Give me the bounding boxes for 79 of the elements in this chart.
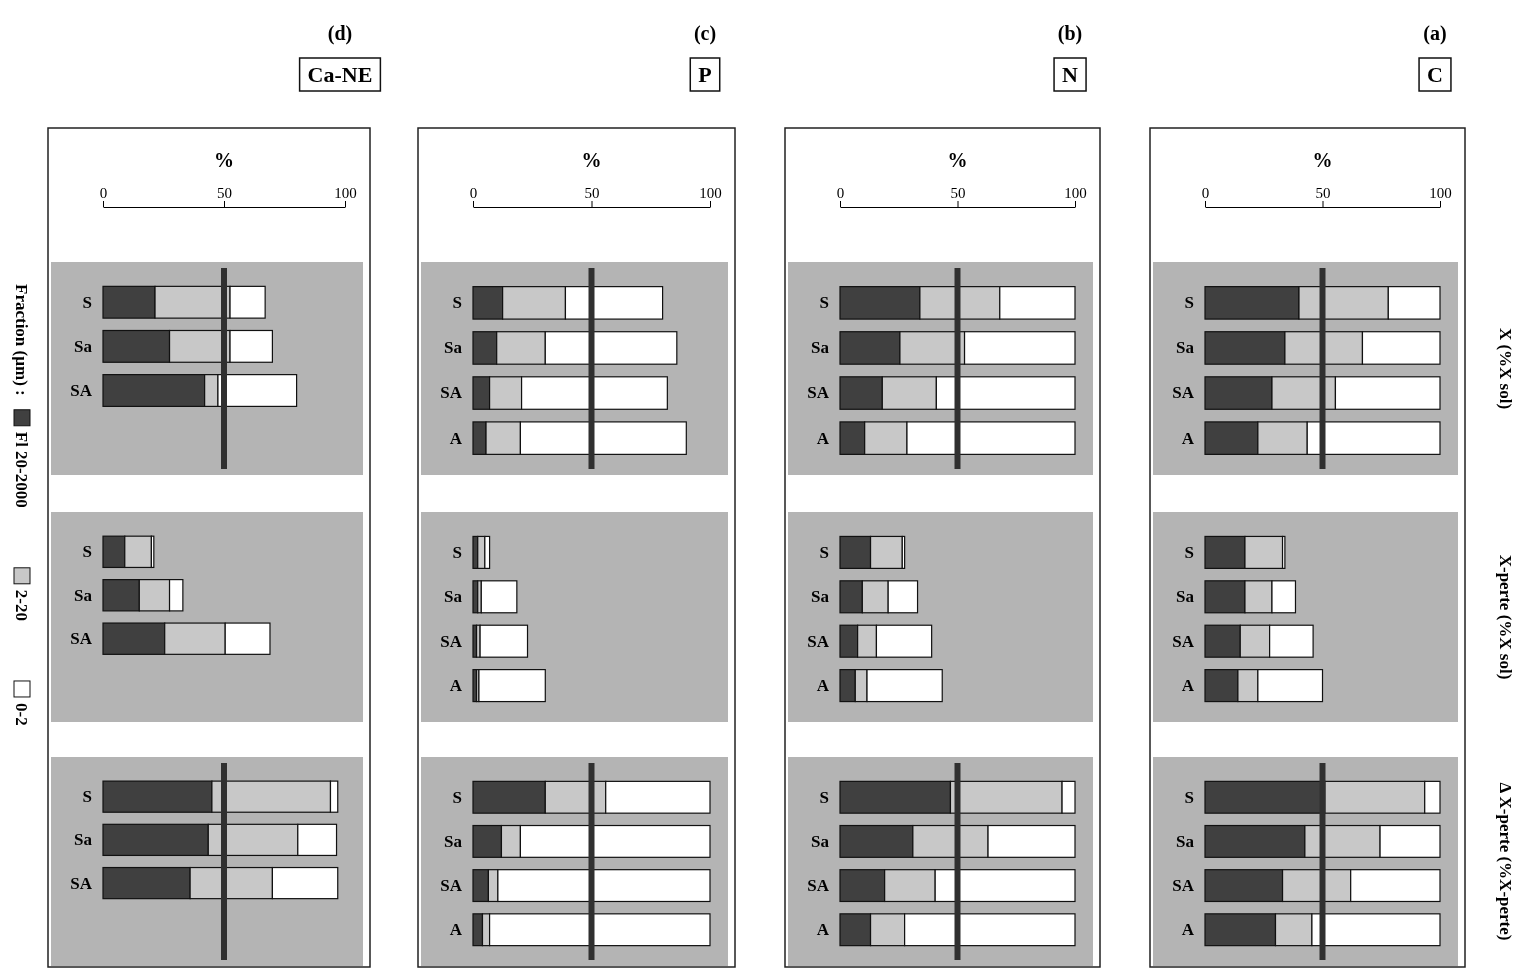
x-axis-title: %: [1312, 149, 1333, 171]
x-axis-title: %: [947, 149, 968, 171]
x-tick-label: 0: [836, 185, 845, 201]
y-tick-label: SA: [807, 383, 830, 403]
x-axis-title: %: [214, 149, 234, 171]
y-tick-label: SA: [70, 380, 93, 400]
y-tick-label: Sa: [811, 831, 830, 851]
y-tick-label: A: [816, 428, 830, 448]
bar: [479, 624, 529, 658]
y-tick-label: SA: [70, 629, 93, 649]
x-tick-label: 0: [469, 185, 478, 201]
x-tick-label: 50: [950, 185, 966, 201]
y-tick-label: Sa: [811, 587, 830, 607]
chart-subtitle: N: [1062, 62, 1079, 87]
y-tick-label: Sa: [444, 831, 463, 851]
y-tick-label: A: [1181, 920, 1195, 940]
chart-subtitle: P: [698, 62, 712, 87]
legend-label: 0-2: [12, 702, 31, 726]
text: X (%X sol): [1496, 327, 1515, 410]
y-tick-label: S: [82, 292, 92, 312]
y-tick-label: Sa: [74, 336, 93, 356]
chart-title: (c): [693, 22, 717, 45]
y-tick-label: Sa: [811, 338, 830, 358]
y-tick-label: S: [452, 787, 462, 807]
chart-title: (d): [327, 22, 353, 45]
x-tick-label: 50: [217, 185, 232, 201]
y-tick-label: Sa: [1176, 338, 1195, 358]
bar: [478, 669, 546, 703]
x-tick-label: 50: [1315, 185, 1331, 201]
y-tick-label: S: [452, 542, 462, 562]
y-tick-label: SA: [1172, 631, 1195, 651]
y-tick-label: S: [1184, 787, 1194, 807]
y-tick-label: A: [449, 676, 463, 696]
y-tick-label: A: [816, 676, 830, 696]
y-tick-label: SA: [440, 876, 463, 896]
x-tick-label: 50: [584, 185, 600, 201]
chart-title: (b): [1057, 22, 1083, 45]
y-tick-label: SA: [807, 876, 830, 896]
y-tick-label: SA: [1172, 383, 1195, 403]
y-tick-label: SA: [440, 631, 463, 651]
y-tick-label: Sa: [1176, 587, 1195, 607]
chart-subtitle: Ca-NE: [307, 62, 373, 87]
text: Δ X-perte (%X-perte): [1496, 782, 1515, 941]
y-tick-label: A: [816, 920, 830, 940]
y-tick-label: Sa: [1176, 831, 1195, 851]
y-tick-label: Sa: [74, 830, 93, 850]
y-tick-label: Sa: [74, 585, 93, 605]
x-tick-label: 0: [99, 185, 108, 201]
chart-title: (a): [1423, 22, 1447, 45]
x-tick-label: 100: [1064, 185, 1087, 201]
legend-label: Fl 20-2000: [12, 431, 31, 508]
x-tick-label: 100: [1429, 185, 1452, 201]
y-tick-label: S: [819, 787, 829, 807]
y-tick-label: A: [449, 920, 463, 940]
y-tick-label: SA: [1172, 876, 1195, 896]
y-tick-label: S: [1184, 542, 1194, 562]
legend-title: Fraction (µm) :: [12, 284, 31, 396]
y-tick-label: S: [82, 542, 92, 562]
bar: [480, 580, 518, 614]
y-tick-label: S: [819, 293, 829, 313]
y-tick-label: S: [82, 787, 92, 807]
y-tick-label: S: [1184, 293, 1194, 313]
y-tick-label: Sa: [444, 587, 463, 607]
x-tick-label: 0: [1201, 185, 1210, 201]
y-tick-label: A: [1181, 676, 1195, 696]
y-tick-label: SA: [807, 631, 830, 651]
x-tick-label: 100: [699, 185, 722, 201]
y-tick-label: S: [819, 542, 829, 562]
x-tick-label: 100: [334, 185, 357, 201]
chart-subtitle: C: [1427, 62, 1443, 87]
text: X-perte (%X sol): [1496, 554, 1515, 680]
y-tick-label: S: [452, 293, 462, 313]
y-tick-label: SA: [440, 383, 463, 403]
y-tick-label: Sa: [444, 338, 463, 358]
y-tick-label: A: [1181, 428, 1195, 448]
legend-label: 2-20: [12, 589, 31, 621]
y-tick-label: A: [449, 428, 463, 448]
y-tick-label: SA: [70, 873, 93, 893]
x-axis-title: %: [581, 149, 602, 171]
